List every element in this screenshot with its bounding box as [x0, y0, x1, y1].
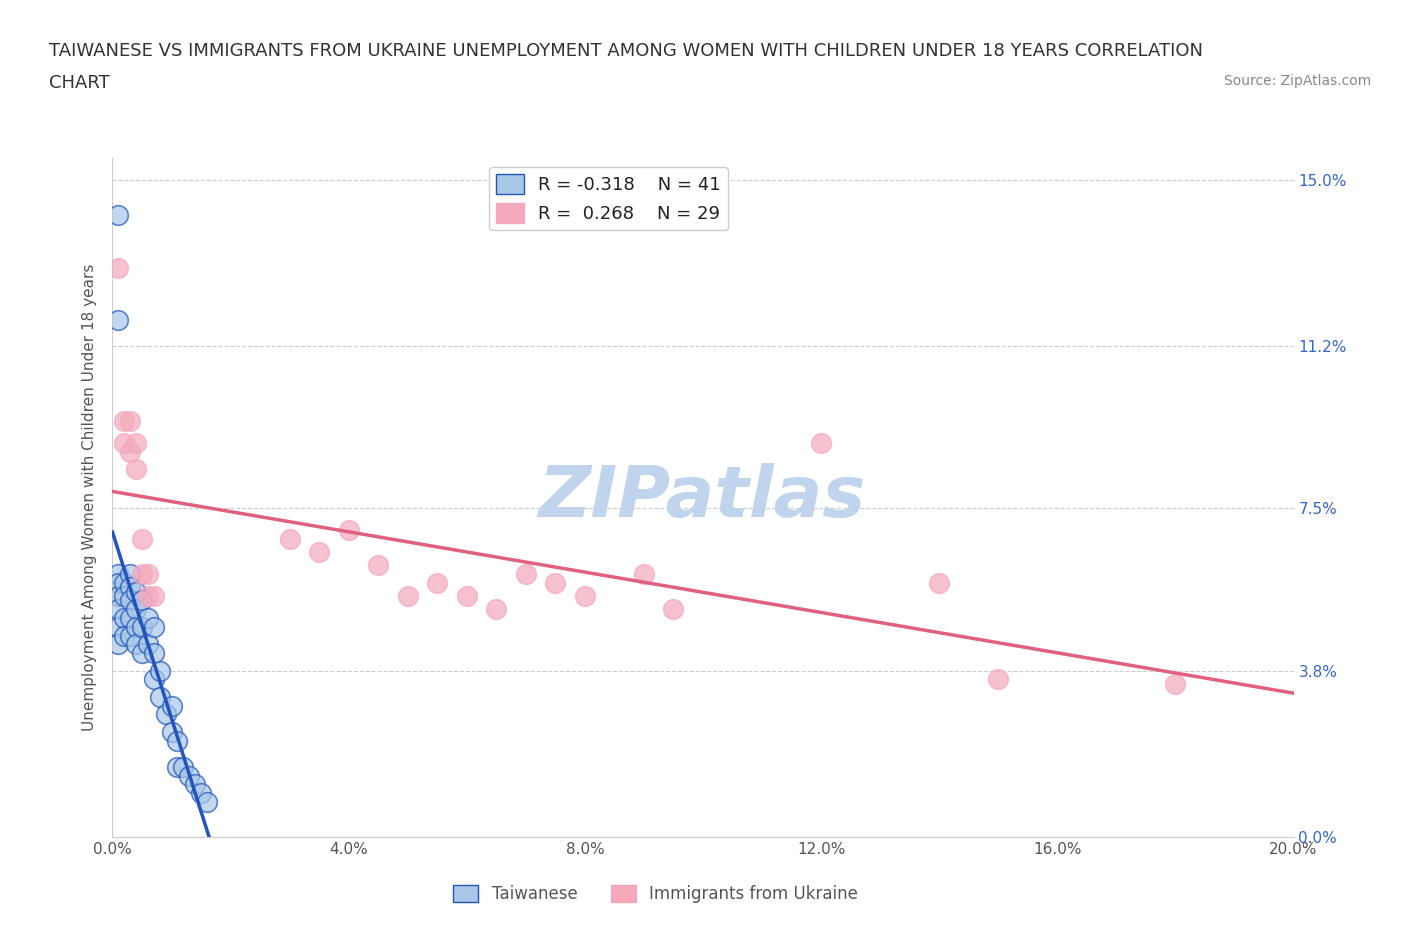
Point	[131, 566, 153, 581]
Point	[112, 435, 135, 450]
Point	[107, 637, 129, 652]
Point	[142, 671, 165, 686]
Point	[308, 545, 330, 560]
Point	[166, 760, 188, 775]
Point	[172, 760, 194, 775]
Point	[544, 576, 567, 591]
Point	[107, 566, 129, 581]
Point	[120, 628, 142, 643]
Point	[515, 566, 537, 581]
Point	[574, 589, 596, 604]
Point	[112, 414, 135, 429]
Point	[166, 733, 188, 748]
Point	[179, 768, 201, 783]
Point	[367, 558, 389, 573]
Point	[125, 461, 148, 476]
Point	[131, 593, 153, 608]
Point	[125, 637, 148, 652]
Point	[810, 435, 832, 450]
Legend: Taiwanese, Immigrants from Ukraine: Taiwanese, Immigrants from Ukraine	[447, 879, 865, 910]
Point	[112, 611, 135, 626]
Point	[107, 619, 129, 634]
Point	[337, 523, 360, 538]
Point	[136, 637, 159, 652]
Point	[107, 576, 129, 591]
Point	[136, 611, 159, 626]
Point	[120, 580, 142, 595]
Text: TAIWANESE VS IMMIGRANTS FROM UKRAINE UNEMPLOYMENT AMONG WOMEN WITH CHILDREN UNDE: TAIWANESE VS IMMIGRANTS FROM UKRAINE UNE…	[49, 42, 1204, 60]
Point	[112, 576, 135, 591]
Point	[125, 435, 148, 450]
Point	[662, 602, 685, 617]
Point	[149, 689, 172, 704]
Point	[195, 794, 218, 809]
Point	[125, 602, 148, 617]
Point	[456, 589, 478, 604]
Point	[120, 593, 142, 608]
Point	[131, 532, 153, 547]
Point	[136, 566, 159, 581]
Point	[142, 589, 165, 604]
Y-axis label: Unemployment Among Women with Children Under 18 years: Unemployment Among Women with Children U…	[82, 264, 97, 731]
Text: Source: ZipAtlas.com: Source: ZipAtlas.com	[1223, 74, 1371, 88]
Point	[987, 671, 1010, 686]
Point	[149, 663, 172, 678]
Point	[120, 611, 142, 626]
Point	[112, 628, 135, 643]
Point	[928, 576, 950, 591]
Text: ZIPatlas: ZIPatlas	[540, 463, 866, 532]
Point	[125, 619, 148, 634]
Point	[142, 645, 165, 660]
Point	[136, 589, 159, 604]
Point	[160, 724, 183, 739]
Point	[107, 312, 129, 327]
Point	[120, 445, 142, 459]
Point	[131, 619, 153, 634]
Point	[107, 260, 129, 275]
Point	[107, 589, 129, 604]
Text: CHART: CHART	[49, 74, 110, 92]
Point	[125, 584, 148, 599]
Point	[131, 645, 153, 660]
Point	[107, 207, 129, 222]
Point	[426, 576, 449, 591]
Point	[184, 777, 207, 791]
Point	[120, 414, 142, 429]
Point	[485, 602, 508, 617]
Point	[112, 589, 135, 604]
Point	[396, 589, 419, 604]
Point	[160, 698, 183, 713]
Point	[1164, 676, 1187, 691]
Point	[120, 566, 142, 581]
Point	[633, 566, 655, 581]
Point	[278, 532, 301, 547]
Point	[190, 786, 212, 801]
Point	[142, 619, 165, 634]
Point	[107, 602, 129, 617]
Point	[155, 707, 177, 722]
